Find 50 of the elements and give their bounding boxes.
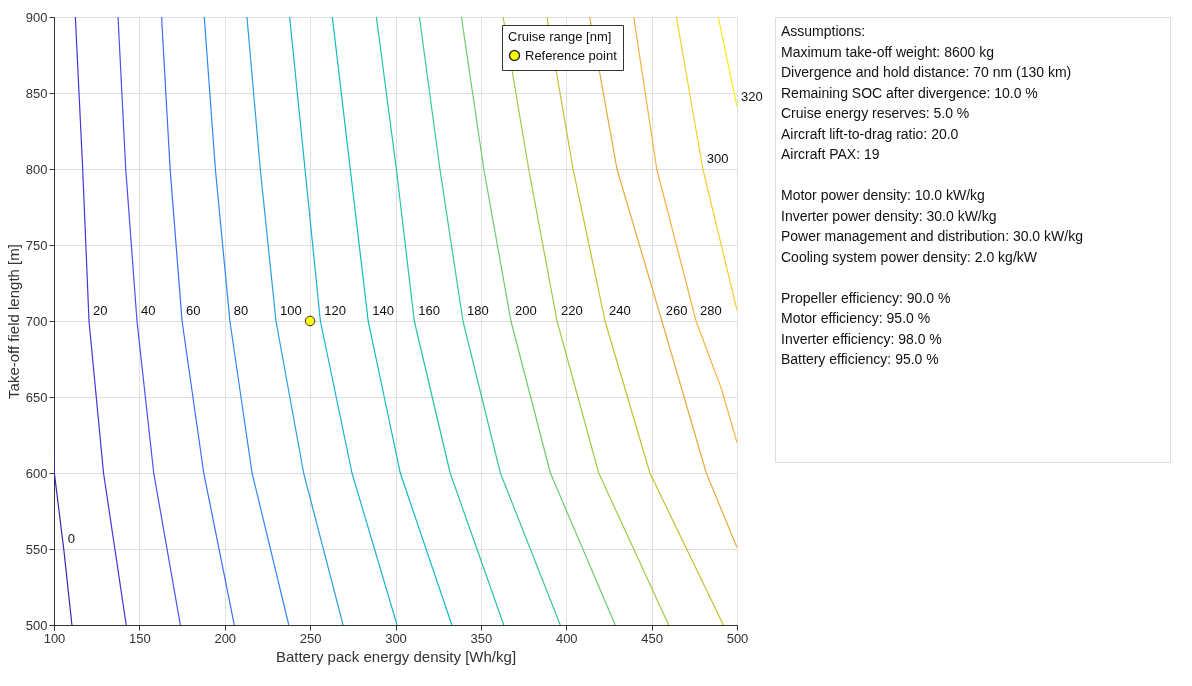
series-label: 100 <box>279 303 302 318</box>
line-series <box>375 17 505 625</box>
series-label: 20 <box>93 303 108 318</box>
line-series <box>117 17 181 625</box>
series-label: 200 <box>514 303 537 318</box>
y-tick-label: 600 <box>25 465 48 481</box>
series-label: 0 <box>67 531 75 546</box>
y-tick-label: 750 <box>25 237 48 253</box>
series-label: 160 <box>418 303 440 318</box>
series-label: 300 <box>706 151 729 166</box>
y-tick-label: 500 <box>25 617 48 633</box>
series-label: 40 <box>140 303 156 318</box>
series-label: 60 <box>186 303 201 318</box>
line-series <box>160 17 235 625</box>
x-tick-label: 150 <box>129 630 151 646</box>
text: Motor power density: 10.0 kW/kg Inverter power density: 30.0 kW/kg Power management and distribution: 30.0 kW/kg Cooling system power density: 2.0 kg/kW <box>781 187 1083 265</box>
y-tick-label: 550 <box>25 541 48 557</box>
series-label: 240 <box>609 303 631 318</box>
series-label: 280 <box>700 303 722 318</box>
x-tick-label: 350 <box>470 630 493 646</box>
legend-title: Cruise range [nm] <box>508 29 612 44</box>
x-tick-label: 300 <box>385 630 407 646</box>
text: Propeller efficiency: 90.0 % Motor efficiency: 95.0 % Inverter efficiency: 98.0 % Battery efficiency: 95.0 % <box>781 289 951 367</box>
x-tick-label: 100 <box>43 630 66 646</box>
series-label: 80 <box>233 303 249 318</box>
series-label: 220 <box>561 303 583 318</box>
x-tick-label: 200 <box>214 630 237 646</box>
series-label: 180 <box>466 303 489 318</box>
series-label: 320 <box>741 88 763 104</box>
legend-label: Reference point <box>525 47 618 63</box>
line-series <box>54 448 73 625</box>
line-series <box>246 17 344 625</box>
x-tick-label: 400 <box>555 630 578 646</box>
y-tick-label: 800 <box>25 161 48 177</box>
x-tick-label: 250 <box>299 630 322 646</box>
x-tick-label: 450 <box>641 630 663 646</box>
y-tick-label: 900 <box>25 9 48 25</box>
x-tick-label: 500 <box>726 630 749 646</box>
text: Assumptions: Maximum take-off weight: 8600 kg Divergence and hold distance: 70 nm (130 km) Remaining SOC after divergence: 10.0 % Cruise energy reserves: 5.0 % Aircraft lift-to-drag ratio: 20.0 Aircraft PAX: 19 <box>781 23 1072 162</box>
line-series <box>74 17 127 625</box>
y-tick-label: 700 <box>25 313 48 329</box>
series-label: 140 <box>372 303 394 318</box>
series-label: 260 <box>665 303 688 318</box>
y-tick-label: 850 <box>25 85 48 101</box>
x-axis-title: Battery pack energy density [Wh/kg] <box>275 647 517 665</box>
y-axis-title: Take-off field length [m] <box>4 244 22 399</box>
series-label: 120 <box>324 303 347 318</box>
y-tick-label: 650 <box>25 389 48 405</box>
line-series <box>589 17 737 549</box>
line-series <box>633 17 737 444</box>
